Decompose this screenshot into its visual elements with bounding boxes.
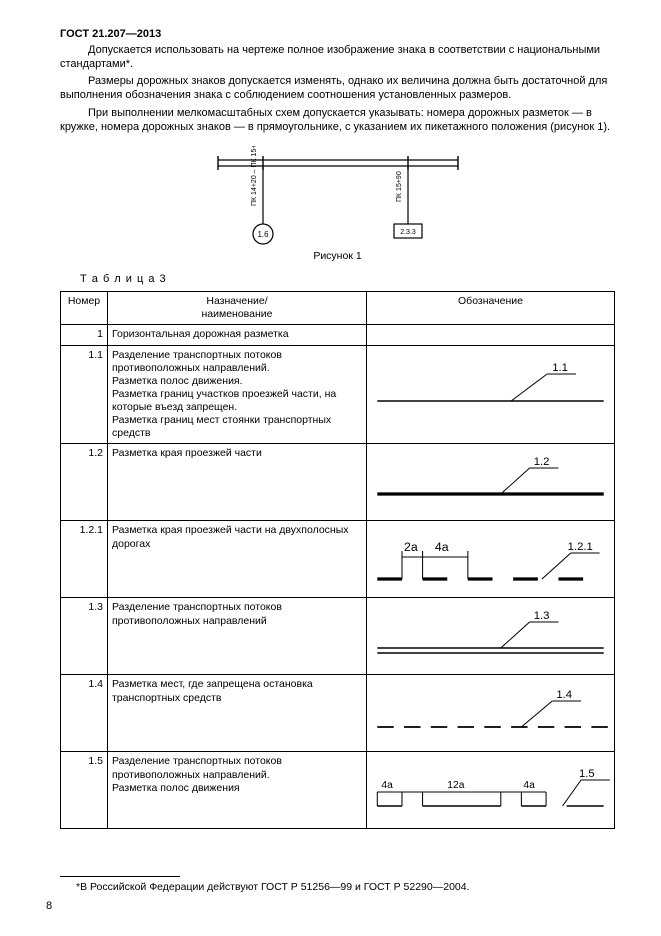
cell-number: 1.1 (61, 345, 108, 444)
svg-text:1.3: 1.3 (534, 611, 550, 623)
figure-circle-label: 1.6 (257, 230, 269, 239)
table-row: 1.5Разделение транспортных потоков проти… (61, 752, 615, 829)
svg-text:1.2: 1.2 (534, 457, 550, 469)
figure-caption: Рисунок 1 (60, 250, 615, 263)
footnote-text: *В Российской Федерации действуют ГОСТ Р… (60, 881, 615, 894)
table-label: Т а б л и ц а 3 (80, 273, 615, 287)
table-3: Номер Назначение/ наименование Обозначен… (60, 291, 615, 829)
svg-text:1.4: 1.4 (556, 690, 572, 702)
document-id: ГОСТ 21.207—2013 (60, 28, 615, 42)
table-row: 1Горизонтальная дорожная разметка (61, 325, 615, 345)
table-row: 1.1Разделение транспортных потоков проти… (61, 345, 615, 444)
figure-pk-left: ПК 14+20 – ПК 15+60 (251, 146, 258, 206)
cell-designation: 1.3 (367, 598, 615, 675)
footnote-rule (60, 876, 180, 877)
cell-number: 1.5 (61, 752, 108, 829)
table-header-row: Номер Назначение/ наименование Обозначен… (61, 292, 615, 325)
cell-name: Разметка края проезжей части на двухполо… (108, 521, 367, 598)
svg-text:4a: 4a (435, 541, 449, 555)
cell-designation (367, 325, 615, 345)
svg-text:1.5: 1.5 (579, 769, 595, 781)
figure-rect-label: 2.3.3 (400, 229, 416, 236)
cell-designation: 1.4 (367, 675, 615, 752)
svg-text:12a: 12a (447, 780, 465, 791)
paragraph-3: При выполнении мелкомасштабных схем допу… (60, 107, 615, 135)
page: ГОСТ 21.207—2013 Допускается использоват… (0, 0, 661, 936)
th-name: Назначение/ наименование (108, 292, 367, 325)
cell-name: Разметка мест, где запрещена остановка т… (108, 675, 367, 752)
svg-text:4a: 4a (523, 780, 535, 791)
footnote-area: *В Российской Федерации действуют ГОСТ Р… (60, 876, 615, 894)
figure-1: 1.6 ПК 14+20 – ПК 15+60 2.3.3 ПК 15+90 (208, 146, 468, 246)
table-row: 1.4Разметка мест, где запрещена остановк… (61, 675, 615, 752)
cell-number: 1.4 (61, 675, 108, 752)
paragraph-2: Размеры дорожных знаков допускается изме… (60, 75, 615, 103)
cell-name: Горизонтальная дорожная разметка (108, 325, 367, 345)
svg-text:4a: 4a (381, 780, 393, 791)
cell-name: Разделение транспортных потоков противоп… (108, 345, 367, 444)
th-number: Номер (61, 292, 108, 325)
paragraph-1: Допускается использовать на чертеже полн… (60, 44, 615, 72)
cell-number: 1.2.1 (61, 521, 108, 598)
cell-name: Разделение транспортных потоков противоп… (108, 752, 367, 829)
cell-number: 1.2 (61, 444, 108, 521)
svg-text:2a: 2a (404, 541, 418, 555)
cell-designation: 1.2 (367, 444, 615, 521)
table-row: 1.2Разметка края проезжей части 1.2 (61, 444, 615, 521)
page-number: 8 (46, 900, 52, 914)
svg-text:1.2.1: 1.2.1 (568, 542, 593, 554)
th-designation: Обозначение (367, 292, 615, 325)
table-row: 1.2.1Разметка края проезжей части на дву… (61, 521, 615, 598)
cell-name: Разметка края проезжей части (108, 444, 367, 521)
figure-pk-right: ПК 15+90 (396, 171, 403, 202)
svg-text:1.1: 1.1 (552, 362, 568, 374)
table-row: 1.3Разделение транспортных потоков проти… (61, 598, 615, 675)
cell-name: Разделение транспортных потоков противоп… (108, 598, 367, 675)
cell-designation: 2a 4a 1.2.1 (367, 521, 615, 598)
cell-number: 1.3 (61, 598, 108, 675)
cell-designation: 1.1 (367, 345, 615, 444)
cell-designation: 4a 12a 4a 1.5 (367, 752, 615, 829)
cell-number: 1 (61, 325, 108, 345)
